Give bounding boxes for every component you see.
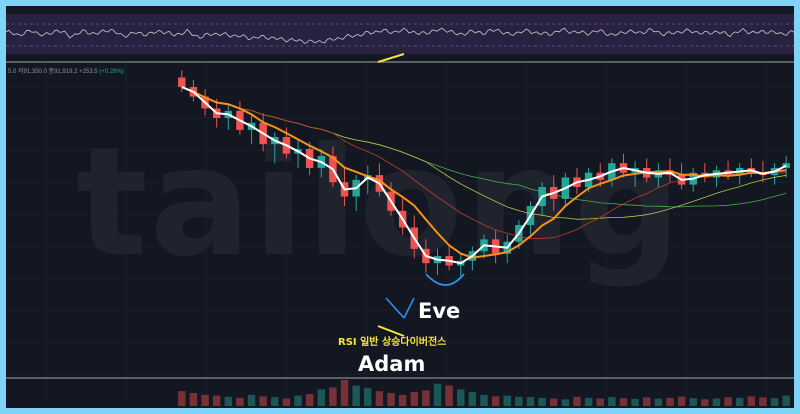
volume-bar <box>642 397 651 406</box>
volume-bar <box>608 397 616 406</box>
volume-bar <box>352 385 360 406</box>
volume-bar <box>561 399 570 406</box>
rsi-line <box>6 27 794 44</box>
volume-bar <box>526 397 535 406</box>
volume-bar <box>398 394 407 406</box>
volume-bar <box>317 389 326 406</box>
volume-bar <box>212 395 221 406</box>
volume-bar <box>340 380 349 406</box>
volume-bar <box>259 396 267 406</box>
chart-canvas <box>6 14 794 406</box>
price-divergence-line <box>377 325 405 337</box>
volume-bar <box>735 397 744 406</box>
volume-bar <box>236 397 244 406</box>
adam-arrow <box>385 297 415 319</box>
volume-bar <box>457 389 465 406</box>
volume-bar <box>503 395 511 406</box>
volume-bar <box>573 396 581 406</box>
volume-bar <box>480 394 488 406</box>
volume-bar <box>550 398 558 406</box>
volume-bar <box>584 397 593 406</box>
rsi-band <box>6 14 794 54</box>
volume-bar <box>538 397 546 406</box>
volume-bar <box>422 390 430 406</box>
volume-bar <box>666 397 674 406</box>
volume-bar <box>410 391 418 406</box>
ma-short-line <box>181 86 787 265</box>
ma-mid-line <box>181 86 787 259</box>
volume-bar <box>201 394 209 406</box>
volume-bar <box>224 396 233 406</box>
volume-bar <box>247 394 256 406</box>
eve-label: Eve <box>418 299 461 323</box>
volume-bar <box>468 391 477 406</box>
volume-bar <box>677 396 686 406</box>
volume-bar <box>305 394 314 406</box>
volume-bar <box>515 396 523 406</box>
adam-label: Adam <box>358 352 426 376</box>
volume-bar <box>689 398 697 406</box>
volume-bar <box>747 396 756 406</box>
volume-bar <box>294 395 302 406</box>
volume-bar <box>596 398 604 406</box>
ohlc-change: (+0.28%) <box>99 69 124 75</box>
volume-bar <box>364 388 372 406</box>
volume-bar <box>724 397 732 406</box>
volume-bar <box>387 393 395 406</box>
watermark: tailong <box>76 116 683 290</box>
chart-frame: tailong 5.0 저91,350.0 종91,919.2 +253.5 (… <box>6 6 794 408</box>
ohlc-values: 5.0 저91,350.0 종91,919.2 +253.5 <box>8 69 98 75</box>
volume-bar <box>329 387 337 406</box>
volume-bar <box>375 391 384 406</box>
ohlc-readout: 5.0 저91,350.0 종91,919.2 +253.5 (+0.28%) <box>8 66 124 75</box>
ma-long1-line <box>181 86 787 240</box>
volume-bar <box>701 399 709 406</box>
volume-bar <box>282 398 291 406</box>
volume-bar <box>271 397 279 406</box>
ma-long3-line <box>181 86 787 208</box>
volume-bar <box>631 398 639 406</box>
volume-bar <box>433 383 442 406</box>
volume-bar <box>654 398 663 406</box>
rsi-divergence-label: RSI 일반 상승다이버전스 <box>338 337 447 348</box>
volume-bar <box>712 398 721 406</box>
volume-bar <box>619 398 628 406</box>
rsi-divergence-line <box>377 53 405 63</box>
ma-long2-line <box>181 86 787 220</box>
volume-bar <box>178 391 186 406</box>
candle-body <box>178 77 186 88</box>
volume-bar <box>782 395 790 406</box>
volume-bar <box>770 398 779 406</box>
volume-bar <box>491 396 500 406</box>
eve-curve <box>425 273 465 286</box>
volume-bar <box>189 393 198 406</box>
volume-bar <box>759 397 767 406</box>
volume-bar <box>445 385 453 406</box>
